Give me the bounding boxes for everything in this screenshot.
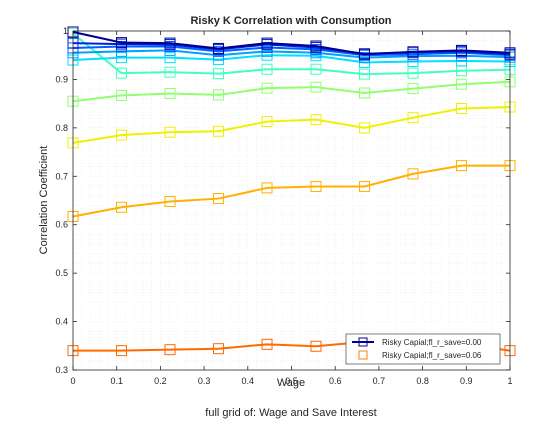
y-tick-label: 0.8: [55, 123, 68, 133]
x-axis-label: Wage: [277, 377, 305, 389]
legend-marker-1: [358, 350, 368, 360]
data-point: [358, 48, 370, 60]
chart-title: Risky K Correlation with Consumption: [190, 15, 391, 27]
x-tick-label: 0.3: [198, 376, 211, 386]
data-point: [164, 126, 176, 138]
grid: [72, 30, 511, 371]
y-tick-label: 0.9: [55, 74, 68, 84]
data-point: [164, 52, 176, 64]
data-point: [407, 46, 419, 58]
data-point: [213, 42, 225, 54]
x-tick-label: 0.4: [242, 376, 255, 386]
legend-box: [345, 333, 501, 365]
y-axis-label: Correlation Coefficient: [38, 146, 50, 255]
series-line-4: [72, 32, 511, 76]
data-point: [407, 83, 419, 95]
data-point: [116, 52, 128, 64]
series-line-7: [72, 45, 511, 57]
data-point: [164, 66, 176, 78]
data-point: [261, 182, 273, 194]
legend-label-1: Risky Capial;fl_r_save=0.06: [382, 351, 482, 360]
data-point: [358, 87, 370, 99]
data-point: [213, 193, 225, 205]
y-tick-label: 1: [63, 26, 68, 36]
data-point: [261, 63, 273, 75]
x-tick-label: 0.6: [329, 376, 342, 386]
x-tick-label: 0: [70, 376, 75, 386]
data-point: [116, 345, 128, 357]
series-line-6: [72, 49, 511, 59]
data-point: [116, 89, 128, 101]
data-point: [358, 180, 370, 192]
data-point: [407, 168, 419, 180]
data-point: [261, 82, 273, 94]
data-point: [213, 68, 225, 80]
y-tick-label: 0.7: [55, 171, 68, 181]
x-tick-label: 0.5: [285, 376, 298, 386]
y-tick-label: 0.5: [55, 268, 68, 278]
y-tick-label: 0.6: [55, 220, 68, 230]
data-point: [310, 340, 322, 352]
data-point: [116, 67, 128, 79]
data-point: [358, 122, 370, 134]
data-point: [455, 78, 467, 90]
series-line-2: [72, 106, 511, 144]
data-point: [164, 87, 176, 99]
data-point: [310, 40, 322, 52]
data-point: [116, 129, 128, 141]
data-point: [261, 116, 273, 128]
data-point: [213, 125, 225, 137]
y-tick-label: 0.4: [55, 317, 68, 327]
x-tick-label: 0.7: [373, 376, 386, 386]
x-tick-label: 1: [507, 376, 512, 386]
series-line-9: [72, 30, 511, 56]
x-tick-label: 0.1: [110, 376, 123, 386]
series-line-1: [72, 164, 510, 218]
data-point: [164, 37, 176, 49]
x-axis-label-secondary: full grid of: Wage and Save Interest: [205, 407, 376, 419]
series-line-3: [72, 80, 511, 103]
data-point: [164, 344, 176, 356]
data-point: [164, 195, 176, 207]
x-tick-label: 0.8: [416, 376, 429, 386]
ticks: 0 0.1 0.2 0.3 0.4 0.5 0.6 0.7 0.8 0.9 1 0.3 0.4 0.5 0.…: [55, 26, 512, 386]
data-point: [310, 114, 322, 126]
data-point: [261, 37, 273, 49]
legend-label-0: Risky Capial;fl_r_save=0.00: [382, 338, 482, 347]
data-point: [261, 338, 273, 350]
data-point: [358, 68, 370, 80]
y-tick-label: 0.3: [55, 365, 68, 375]
series-line-5: [72, 54, 511, 64]
x-tick-label: 0.9: [460, 376, 473, 386]
data-point: [407, 67, 419, 79]
data-point: [213, 343, 225, 355]
data-point: [310, 180, 322, 192]
legend: Risky Capial;fl_r_save=0.00 Risky Capial…: [345, 333, 501, 365]
data-point: [455, 102, 467, 114]
data-point: [455, 160, 467, 172]
data-point: [455, 44, 467, 56]
data-point: [116, 201, 128, 213]
data-point: [310, 63, 322, 75]
data-point: [310, 81, 322, 93]
legend-marker-0: [358, 337, 368, 347]
data-point: [116, 37, 128, 49]
data-point: [407, 112, 419, 124]
x-tick-label: 0.2: [154, 376, 167, 386]
data-point: [213, 89, 225, 101]
